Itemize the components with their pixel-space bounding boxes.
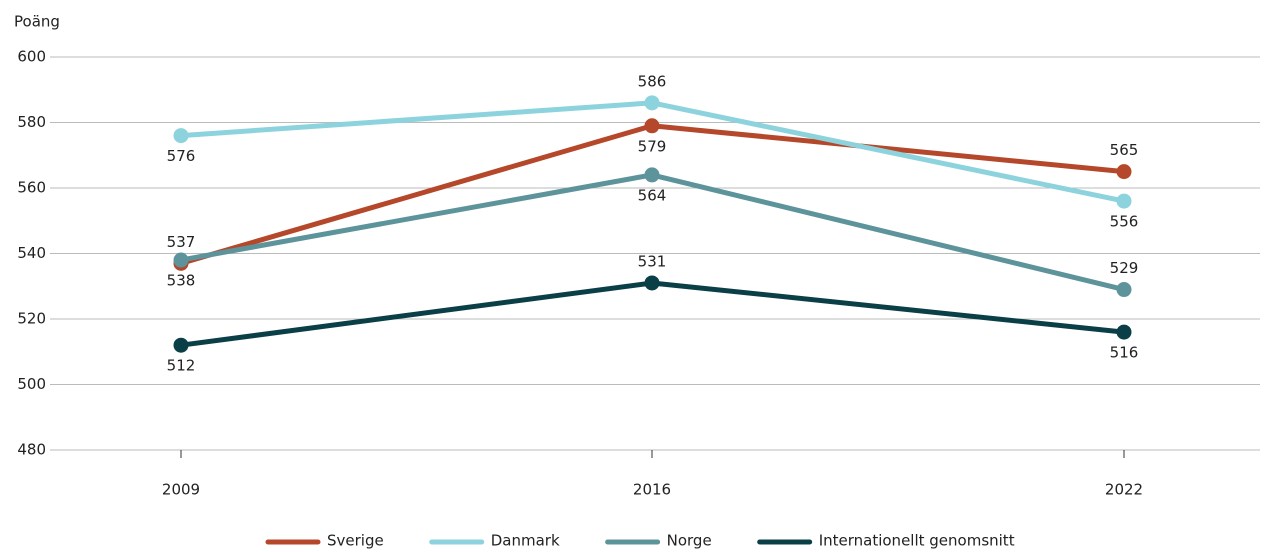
y-tick-label: 500 [17,375,46,393]
y-tick-label: 480 [17,441,46,459]
x-tick-label: 2016 [633,481,671,499]
x-tick-label: 2009 [162,481,200,499]
data-point [644,95,660,111]
data-label: 579 [638,137,667,155]
data-label: 531 [638,252,667,270]
x-tick-label: 2022 [1105,481,1143,499]
data-label: 512 [167,357,196,375]
data-point [1116,193,1132,209]
data-point [173,337,189,353]
y-tick-label: 520 [17,310,46,328]
data-label: 565 [1110,141,1139,159]
data-label: 556 [1110,213,1139,231]
y-tick-label: 580 [17,113,46,131]
data-label: 516 [1110,344,1139,362]
data-point [644,275,660,291]
data-point [1116,164,1132,180]
legend-label: Norge [667,532,712,550]
data-point [173,252,189,268]
y-tick-label: 540 [17,244,46,262]
data-label: 564 [638,186,667,204]
data-label: 529 [1110,259,1139,277]
y-axis-label: Poäng [14,13,60,31]
y-tick-label: 600 [17,48,46,66]
legend-label: Sverige [327,532,384,550]
data-point [1116,324,1132,340]
data-point [644,118,660,134]
data-label: 586 [638,72,667,90]
data-label: 537 [167,233,196,251]
data-point [173,128,189,144]
legend-label: Danmark [491,532,560,550]
data-label: 576 [167,147,196,165]
data-label: 538 [167,272,196,290]
data-point [1116,282,1132,298]
y-tick-label: 560 [17,179,46,197]
series-line [180,280,1125,348]
data-point [644,167,660,183]
legend-label: Internationellt genomsnitt [819,532,1015,550]
